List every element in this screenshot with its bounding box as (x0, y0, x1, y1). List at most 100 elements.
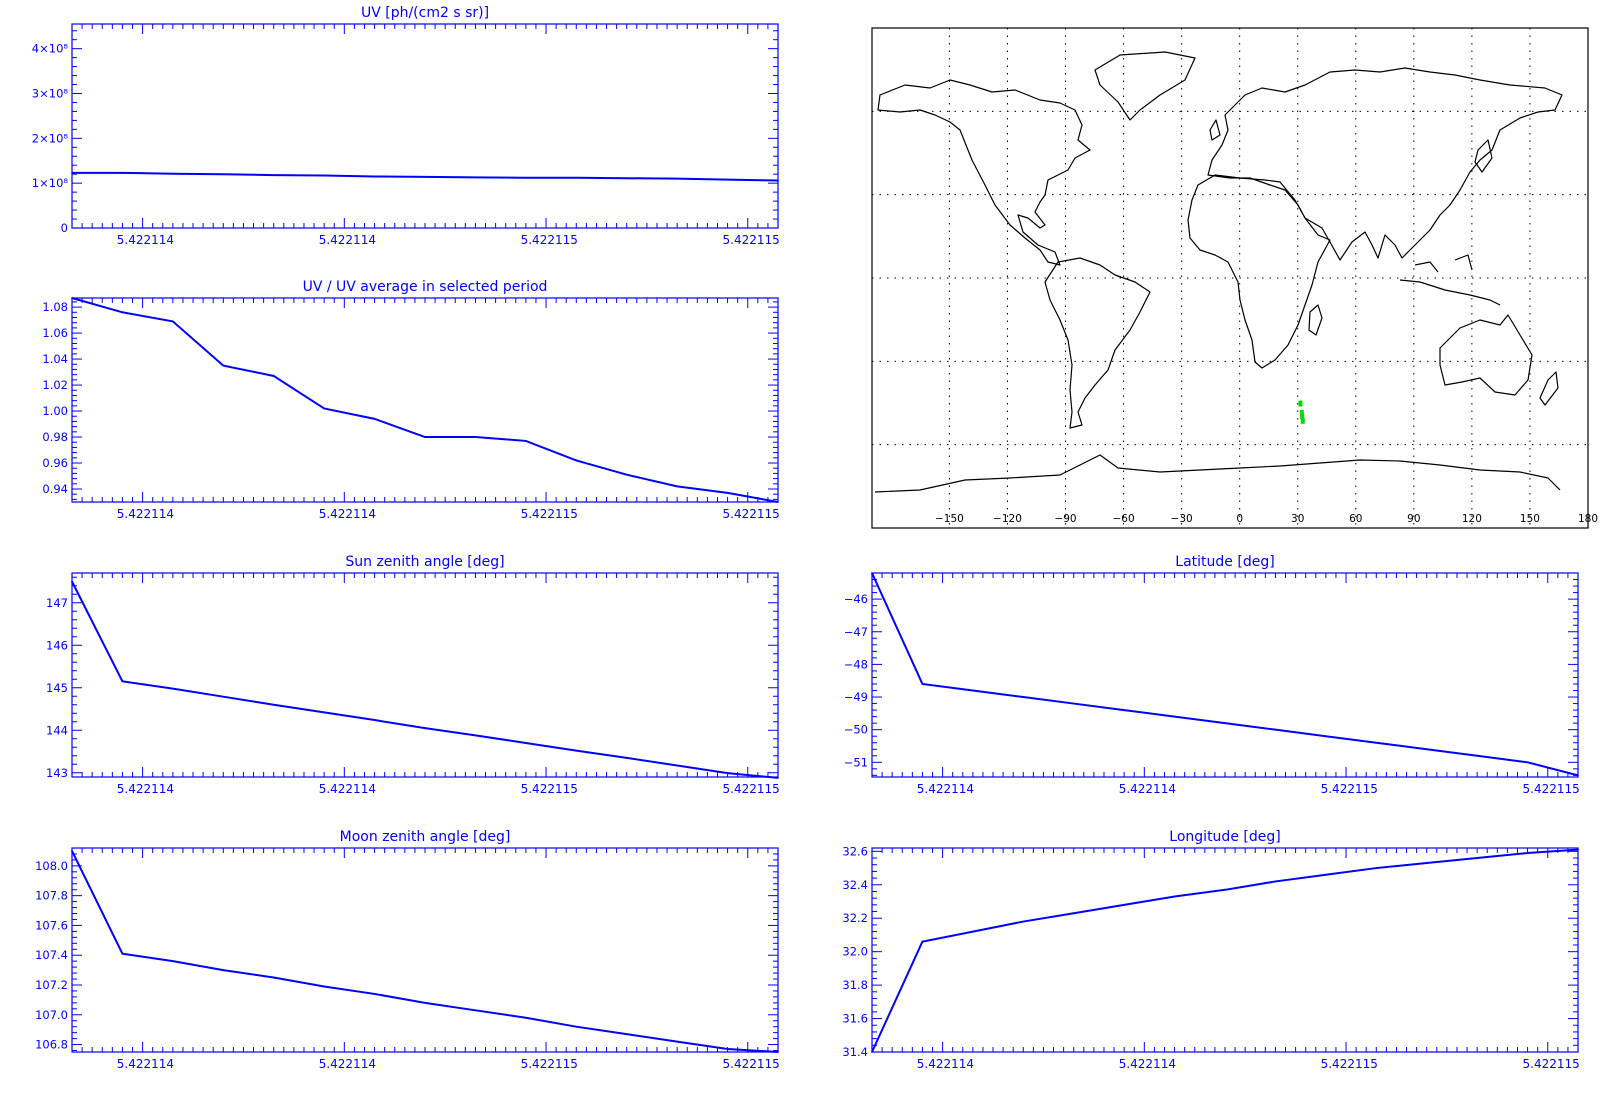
data-point (1123, 904, 1125, 906)
data-point (1224, 722, 1226, 724)
x-tick-label: 5.422115 (1523, 1057, 1580, 1071)
x-tick-label: 5.422115 (1523, 782, 1580, 796)
y-tick-label: 107.8 (35, 889, 68, 903)
latitude-panel: Latitude [deg] 5.422114 5.422114 5.422115 5… (844, 554, 1580, 796)
map-track (1298, 400, 1305, 424)
track-marker (1300, 413, 1305, 420)
data-point (121, 680, 124, 683)
x-tick-label: 5.422114 (319, 507, 376, 521)
data-point (1072, 912, 1075, 915)
data-point (222, 173, 225, 175)
data-point (222, 969, 225, 971)
data-point (871, 572, 873, 574)
data-point (1526, 852, 1529, 854)
track-marker (1300, 417, 1305, 424)
y-tick-label: 4×10⁸ (32, 42, 69, 56)
y-tick-label: 0 (61, 221, 68, 235)
coastline-eurasia (1207, 67, 1563, 261)
y-tick-label: 107.0 (35, 1008, 68, 1022)
data-point (625, 177, 628, 180)
x-tick-label: 5.422115 (521, 782, 578, 796)
data-point (1173, 715, 1176, 718)
data-point (474, 734, 477, 737)
data-point (424, 727, 426, 729)
coastline-madagascar (1308, 304, 1323, 336)
data-point (1072, 702, 1075, 705)
y-tick-label: 32.6 (842, 844, 868, 858)
data-point (972, 930, 974, 933)
data-point (121, 172, 124, 174)
data-point (474, 1009, 477, 1012)
data-point (575, 1025, 578, 1028)
data-point (172, 320, 174, 323)
track-marker (1298, 400, 1303, 407)
data-line (871, 848, 1579, 1053)
x-tick-label: 5.422115 (723, 782, 780, 796)
data-point (1425, 862, 1428, 864)
x-tick-label: 5.422115 (1321, 1057, 1378, 1071)
data-point (1526, 761, 1529, 764)
data-point (525, 1016, 527, 1019)
plot-frame (71, 847, 779, 1053)
map-lon-label: 30 (1291, 513, 1304, 525)
y-tick-label: 1.00 (42, 404, 68, 418)
data-point (625, 473, 628, 476)
plot-frame (871, 847, 1579, 1053)
uv-axes: 5.422114 5.422114 5.422115 5.422115 0 1×10⁸ 2×… (32, 23, 780, 247)
data-point (1325, 735, 1327, 737)
x-tick-label: 5.422114 (319, 1057, 376, 1071)
x-tick-label: 5.422114 (1119, 782, 1176, 796)
track-marker (1299, 410, 1304, 416)
y-tick-label: 0.98 (42, 430, 68, 444)
y-tick-label: 143 (46, 766, 68, 780)
data-point (676, 177, 678, 180)
data-line (71, 581, 779, 779)
y-tick-label: −50 (844, 723, 868, 737)
plot-frame (71, 297, 779, 503)
uv-ratio-axes: 5.422114 5.422114 5.422115 5.422115 0.94 0.96… (42, 297, 780, 521)
data-point (726, 1048, 729, 1050)
x-tick-label: 5.422114 (1119, 1057, 1176, 1071)
y-tick-label: 1.04 (42, 352, 68, 366)
x-tick-label: 5.422115 (723, 1057, 780, 1071)
x-tick-label: 5.422114 (319, 233, 376, 247)
coastline-antarctica (874, 454, 1561, 493)
coastline-south-america (1044, 257, 1151, 429)
data-point (1274, 880, 1277, 883)
data-point (424, 1002, 426, 1004)
data-point (1173, 895, 1176, 898)
y-tick-label: 106.8 (35, 1038, 68, 1052)
y-tick-label: 1.02 (42, 378, 68, 392)
data-point (272, 375, 275, 377)
data-point (777, 501, 779, 503)
x-tick-label: 5.422115 (521, 233, 578, 247)
y-tick-label: 107.2 (35, 978, 68, 992)
map-lon-label: 90 (1407, 513, 1420, 525)
data-point (777, 777, 779, 779)
map-lon-label: 120 (1462, 513, 1482, 525)
data-point (424, 436, 426, 438)
moon-zenith-title: Moon zenith angle [deg] (340, 829, 511, 845)
data-point (726, 178, 729, 181)
y-tick-label: 3×10⁸ (32, 86, 69, 100)
coastline-new-zealand (1539, 371, 1559, 406)
y-tick-label: 1.08 (42, 300, 68, 314)
data-point (272, 174, 275, 176)
y-tick-label: 1.06 (42, 326, 68, 340)
world-map-panel: −150 −120 −90 −60 −30 0 30 60 90 120 150 180 (871, 27, 1598, 529)
data-point (1022, 696, 1025, 698)
y-tick-label: 107.4 (35, 948, 68, 962)
y-tick-label: −48 (844, 657, 868, 671)
map-lon-label: −30 (1171, 513, 1193, 525)
y-tick-label: 147 (46, 596, 68, 610)
x-tick-label: 5.422114 (117, 507, 174, 521)
data-point (625, 1033, 628, 1035)
data-point (323, 174, 325, 177)
data-point (172, 960, 174, 962)
data-point (1375, 867, 1378, 869)
data-point (525, 742, 527, 744)
y-tick-label: 107.6 (35, 918, 68, 932)
data-point (575, 749, 578, 752)
data-point (71, 172, 73, 174)
